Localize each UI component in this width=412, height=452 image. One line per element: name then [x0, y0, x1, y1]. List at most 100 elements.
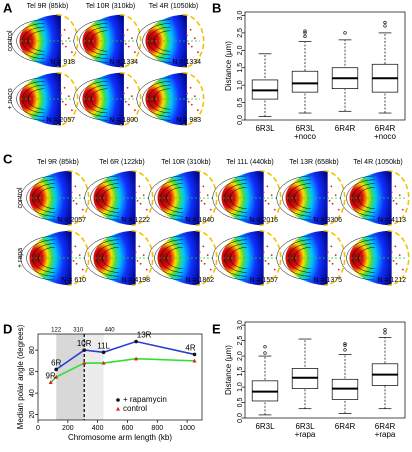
- spot: [331, 202, 334, 205]
- spot: [81, 208, 84, 211]
- heat-field: [19, 72, 61, 126]
- column-header: Tel 9R (85kb): [37, 159, 79, 166]
- heat-field: [221, 230, 264, 286]
- n-label: N = 1222: [121, 217, 150, 224]
- contour: [276, 175, 311, 221]
- contour: [212, 235, 247, 281]
- plot-frame: [244, 321, 406, 419]
- spot: [270, 194, 273, 197]
- heatmap: [73, 71, 142, 127]
- contour: [16, 23, 45, 59]
- x-tick-label: 6R3L: [295, 124, 315, 133]
- contour: [276, 235, 311, 281]
- point: [82, 360, 87, 365]
- n-label: N = 918: [50, 59, 75, 66]
- outlier: [383, 20, 387, 25]
- contour: [73, 19, 108, 63]
- spot: [60, 92, 62, 95]
- contour: [38, 187, 55, 209]
- heatmap: [84, 169, 154, 227]
- panel-label: B: [212, 0, 221, 15]
- spot: [139, 262, 142, 265]
- spot: [60, 34, 62, 37]
- heatmap: [276, 229, 346, 287]
- column-header: Tel 11L (440kb): [226, 159, 273, 166]
- contour: [230, 187, 247, 209]
- spot: [266, 185, 269, 188]
- nuclear-rim: [67, 169, 90, 227]
- contour: [153, 30, 171, 52]
- spot: [200, 260, 203, 262]
- contour: [90, 239, 119, 277]
- nuclear-rim: [387, 169, 410, 227]
- n-label: N = 1557: [249, 277, 278, 284]
- y-tick-label: 0.0: [237, 413, 244, 423]
- x-tick-label: +noco: [294, 132, 317, 141]
- nuclear-rim: [182, 13, 205, 69]
- y-tick-label: 1.5: [237, 63, 244, 73]
- heat-field: [19, 14, 61, 68]
- contour: [218, 179, 247, 217]
- outlier: [303, 29, 307, 33]
- contour: [148, 175, 183, 221]
- n-label: N = 4113: [378, 217, 406, 224]
- contour: [154, 239, 183, 277]
- heatmap: [148, 229, 218, 287]
- spot: [67, 37, 70, 40]
- contour: [90, 30, 108, 52]
- contour: [136, 77, 171, 121]
- row-label: + rapa: [17, 248, 24, 268]
- y-tick-label: 2.5: [237, 28, 244, 38]
- contour: [282, 179, 311, 217]
- contour: [16, 81, 45, 117]
- y-tick-label: 3.0: [237, 320, 244, 330]
- row-label: + noco: [7, 88, 14, 109]
- heat-field: [157, 230, 200, 286]
- spot: [273, 268, 276, 271]
- x-tick-label: 6R4R: [335, 422, 356, 431]
- contour: [358, 247, 375, 269]
- heatmap: [136, 71, 205, 127]
- point: [48, 380, 53, 384]
- spot: [145, 268, 148, 271]
- y-axis-label: Distance (µm): [224, 345, 233, 395]
- y-tick-label: 0.5: [237, 98, 244, 108]
- top-label: 440: [105, 328, 116, 334]
- outlier: [383, 331, 387, 335]
- spot: [337, 208, 340, 211]
- spot: [138, 185, 141, 188]
- outlier: [383, 24, 387, 28]
- x-tick-label: 6R4R: [335, 124, 356, 133]
- n-label: N = 1375: [313, 277, 342, 284]
- y-tick-label: 3.0: [237, 11, 244, 21]
- spot: [127, 103, 130, 106]
- heatmap: [212, 229, 282, 287]
- n-label: N = 983: [176, 117, 201, 124]
- outlier: [343, 348, 347, 352]
- spot: [130, 95, 133, 98]
- spot: [209, 208, 212, 211]
- spot: [267, 262, 270, 265]
- spot: [142, 254, 145, 256]
- spot: [127, 45, 130, 48]
- y-tick-label: 1.5: [237, 367, 244, 377]
- heatmap: [84, 229, 154, 287]
- x-tick-label: 200: [62, 425, 74, 432]
- shaded-range: [84, 334, 104, 420]
- contour: [102, 187, 119, 209]
- spot: [331, 262, 334, 265]
- x-tick-label: +rapa: [295, 430, 316, 439]
- column-header: Tel 4R (1050kb): [353, 159, 402, 166]
- spot: [197, 51, 199, 54]
- outlier: [303, 34, 307, 38]
- heat-field: [82, 14, 124, 68]
- heat-field: [145, 72, 187, 126]
- heat-field: [29, 170, 72, 226]
- spot: [193, 95, 196, 98]
- heat-field: [93, 170, 136, 226]
- point-label: 11L: [97, 341, 110, 350]
- y-tick-label: 0.0: [237, 115, 244, 125]
- y-axis-label: Distance (µm): [224, 41, 233, 91]
- spot: [273, 208, 276, 211]
